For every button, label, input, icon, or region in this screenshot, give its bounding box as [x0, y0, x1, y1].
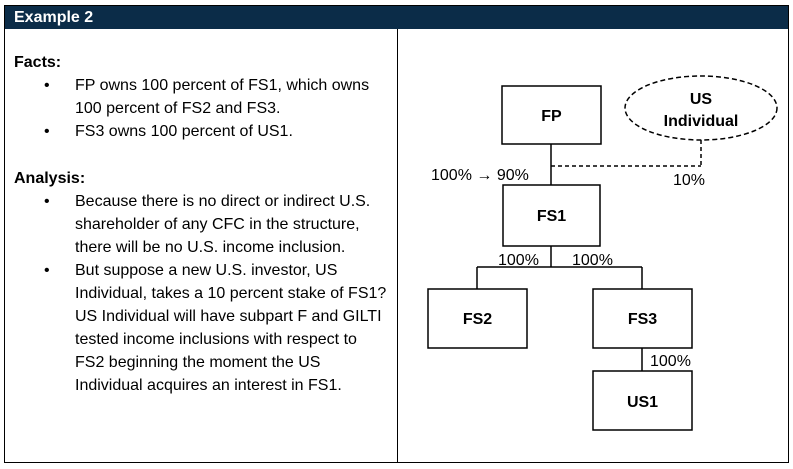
edge-label-usind-fs1: 10% [673, 172, 705, 189]
edge-label-fs1-fs3: 100% [572, 252, 613, 269]
text-column: Facts: • FP owns 100 percent of FS1, whic… [14, 51, 389, 397]
node-us-individual-label-line1: US [690, 91, 713, 108]
facts-item-text: FS3 owns 100 percent of US1. [75, 123, 293, 140]
analysis-item: • Because there is no direct or indirect … [14, 190, 389, 259]
node-fs2-label: FS2 [463, 311, 492, 328]
analysis-item-text: Because there is no direct or indirect U… [75, 193, 371, 256]
column-divider [397, 29, 398, 462]
node-fs3 [592, 288, 693, 349]
facts-list: • FP owns 100 percent of FS1, which owns … [14, 74, 389, 143]
node-us-individual-label-line2: Individual [664, 113, 739, 130]
example-panel: Example 2 Facts: • FP owns 100 percent of… [4, 5, 789, 463]
ownership-diagram: FP US Individual FS1 FS2 FS3 US1 100% → … [427, 75, 778, 431]
node-us-individual [624, 75, 778, 141]
node-fp-label: FP [541, 108, 562, 125]
analysis-heading: Analysis: [14, 170, 86, 187]
node-fs1-label: FS1 [537, 208, 566, 225]
bullet-icon: • [44, 262, 50, 279]
node-fp [501, 85, 602, 145]
bullet-icon: • [44, 123, 50, 140]
node-us1-label: US1 [627, 394, 658, 411]
diagram-column: FP US Individual FS1 FS2 FS3 US1 100% → … [398, 29, 789, 462]
node-fs1 [502, 184, 601, 247]
facts-item: • FS3 owns 100 percent of US1. [14, 120, 389, 143]
node-fs2 [427, 288, 528, 349]
analysis-list: • Because there is no direct or indirect … [14, 190, 389, 397]
node-us1 [592, 370, 693, 431]
facts-item: • FP owns 100 percent of FS1, which owns … [14, 74, 389, 120]
panel-header: Example 2 [5, 6, 788, 29]
analysis-item-text: But suppose a new U.S. investor, US Indi… [75, 262, 387, 394]
bullet-icon: • [44, 193, 50, 210]
facts-heading: Facts: [14, 54, 62, 71]
facts-item-text: FP owns 100 percent of FS1, which owns 1… [75, 77, 370, 117]
edge-label-fp-fs1: 100% → 90% [431, 167, 529, 184]
analysis-item: • But suppose a new U.S. investor, US Ind… [14, 259, 389, 397]
node-fs3-label: FS3 [628, 311, 657, 328]
edge-label-fs1-fs2: 100% [498, 252, 539, 269]
edge-label-fs3-us1: 100% [650, 353, 691, 370]
bullet-icon: • [44, 77, 50, 94]
